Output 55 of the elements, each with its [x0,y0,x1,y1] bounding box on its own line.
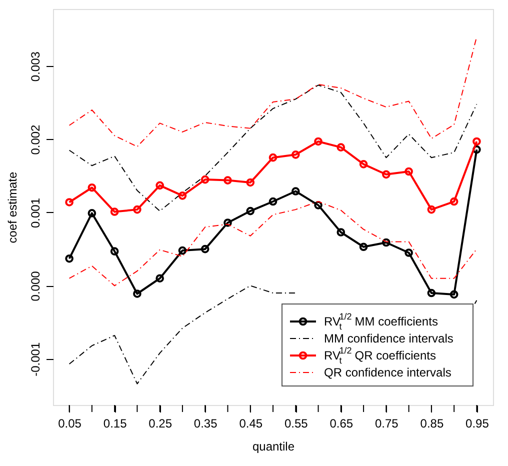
point [200,244,210,254]
point [246,178,255,187]
x-tick-label: 0.85 [420,416,444,430]
x-axis-title: quantile [252,440,295,454]
point [359,242,368,252]
point [404,167,413,176]
point [382,170,390,179]
x-tick-label: 0.55 [284,416,308,430]
point [359,160,368,168]
point [88,209,96,218]
point [156,181,164,190]
point [336,143,346,152]
point [314,201,322,210]
point [224,218,232,227]
x-tick-label: 0.45 [239,416,263,430]
x-tick-label: 0.05 [58,416,82,430]
x-tick-label: 0.95 [466,416,490,430]
point [246,206,255,216]
point [224,176,232,184]
point [450,197,458,206]
point [133,205,142,214]
point [156,274,164,283]
y-tick-label: -0.001 [28,342,42,376]
y-tick-label: 0.000 [28,270,42,302]
point [110,247,119,256]
legend-label: QR confidence intervals [324,366,452,380]
point [133,290,142,298]
point [427,205,436,214]
line-series [68,84,478,212]
point [88,183,96,192]
point [336,228,346,236]
point [291,187,300,196]
x-tick-label: 0.15 [103,416,128,430]
x-tick-label: 0.65 [330,416,354,430]
y-axis-title: coef estimate [6,171,20,244]
point [178,246,187,255]
y-tick-label: 0.002 [28,124,42,155]
point [178,192,187,200]
point [382,238,390,247]
point [404,248,413,257]
y-tick-label: 0.003 [28,51,42,82]
point [200,175,210,184]
point [314,137,322,146]
point [110,208,119,216]
point [291,150,300,159]
point [268,197,278,206]
x-tick-label: 0.35 [194,416,218,430]
x-tick-label: 0.25 [148,416,172,430]
x-tick-label: 0.75 [374,416,399,430]
point [450,290,458,299]
point [427,288,436,298]
point [268,153,278,162]
line-series [68,201,478,286]
legend-label: MM confidence intervals [324,332,454,346]
y-tick-label: 0.001 [28,198,42,228]
